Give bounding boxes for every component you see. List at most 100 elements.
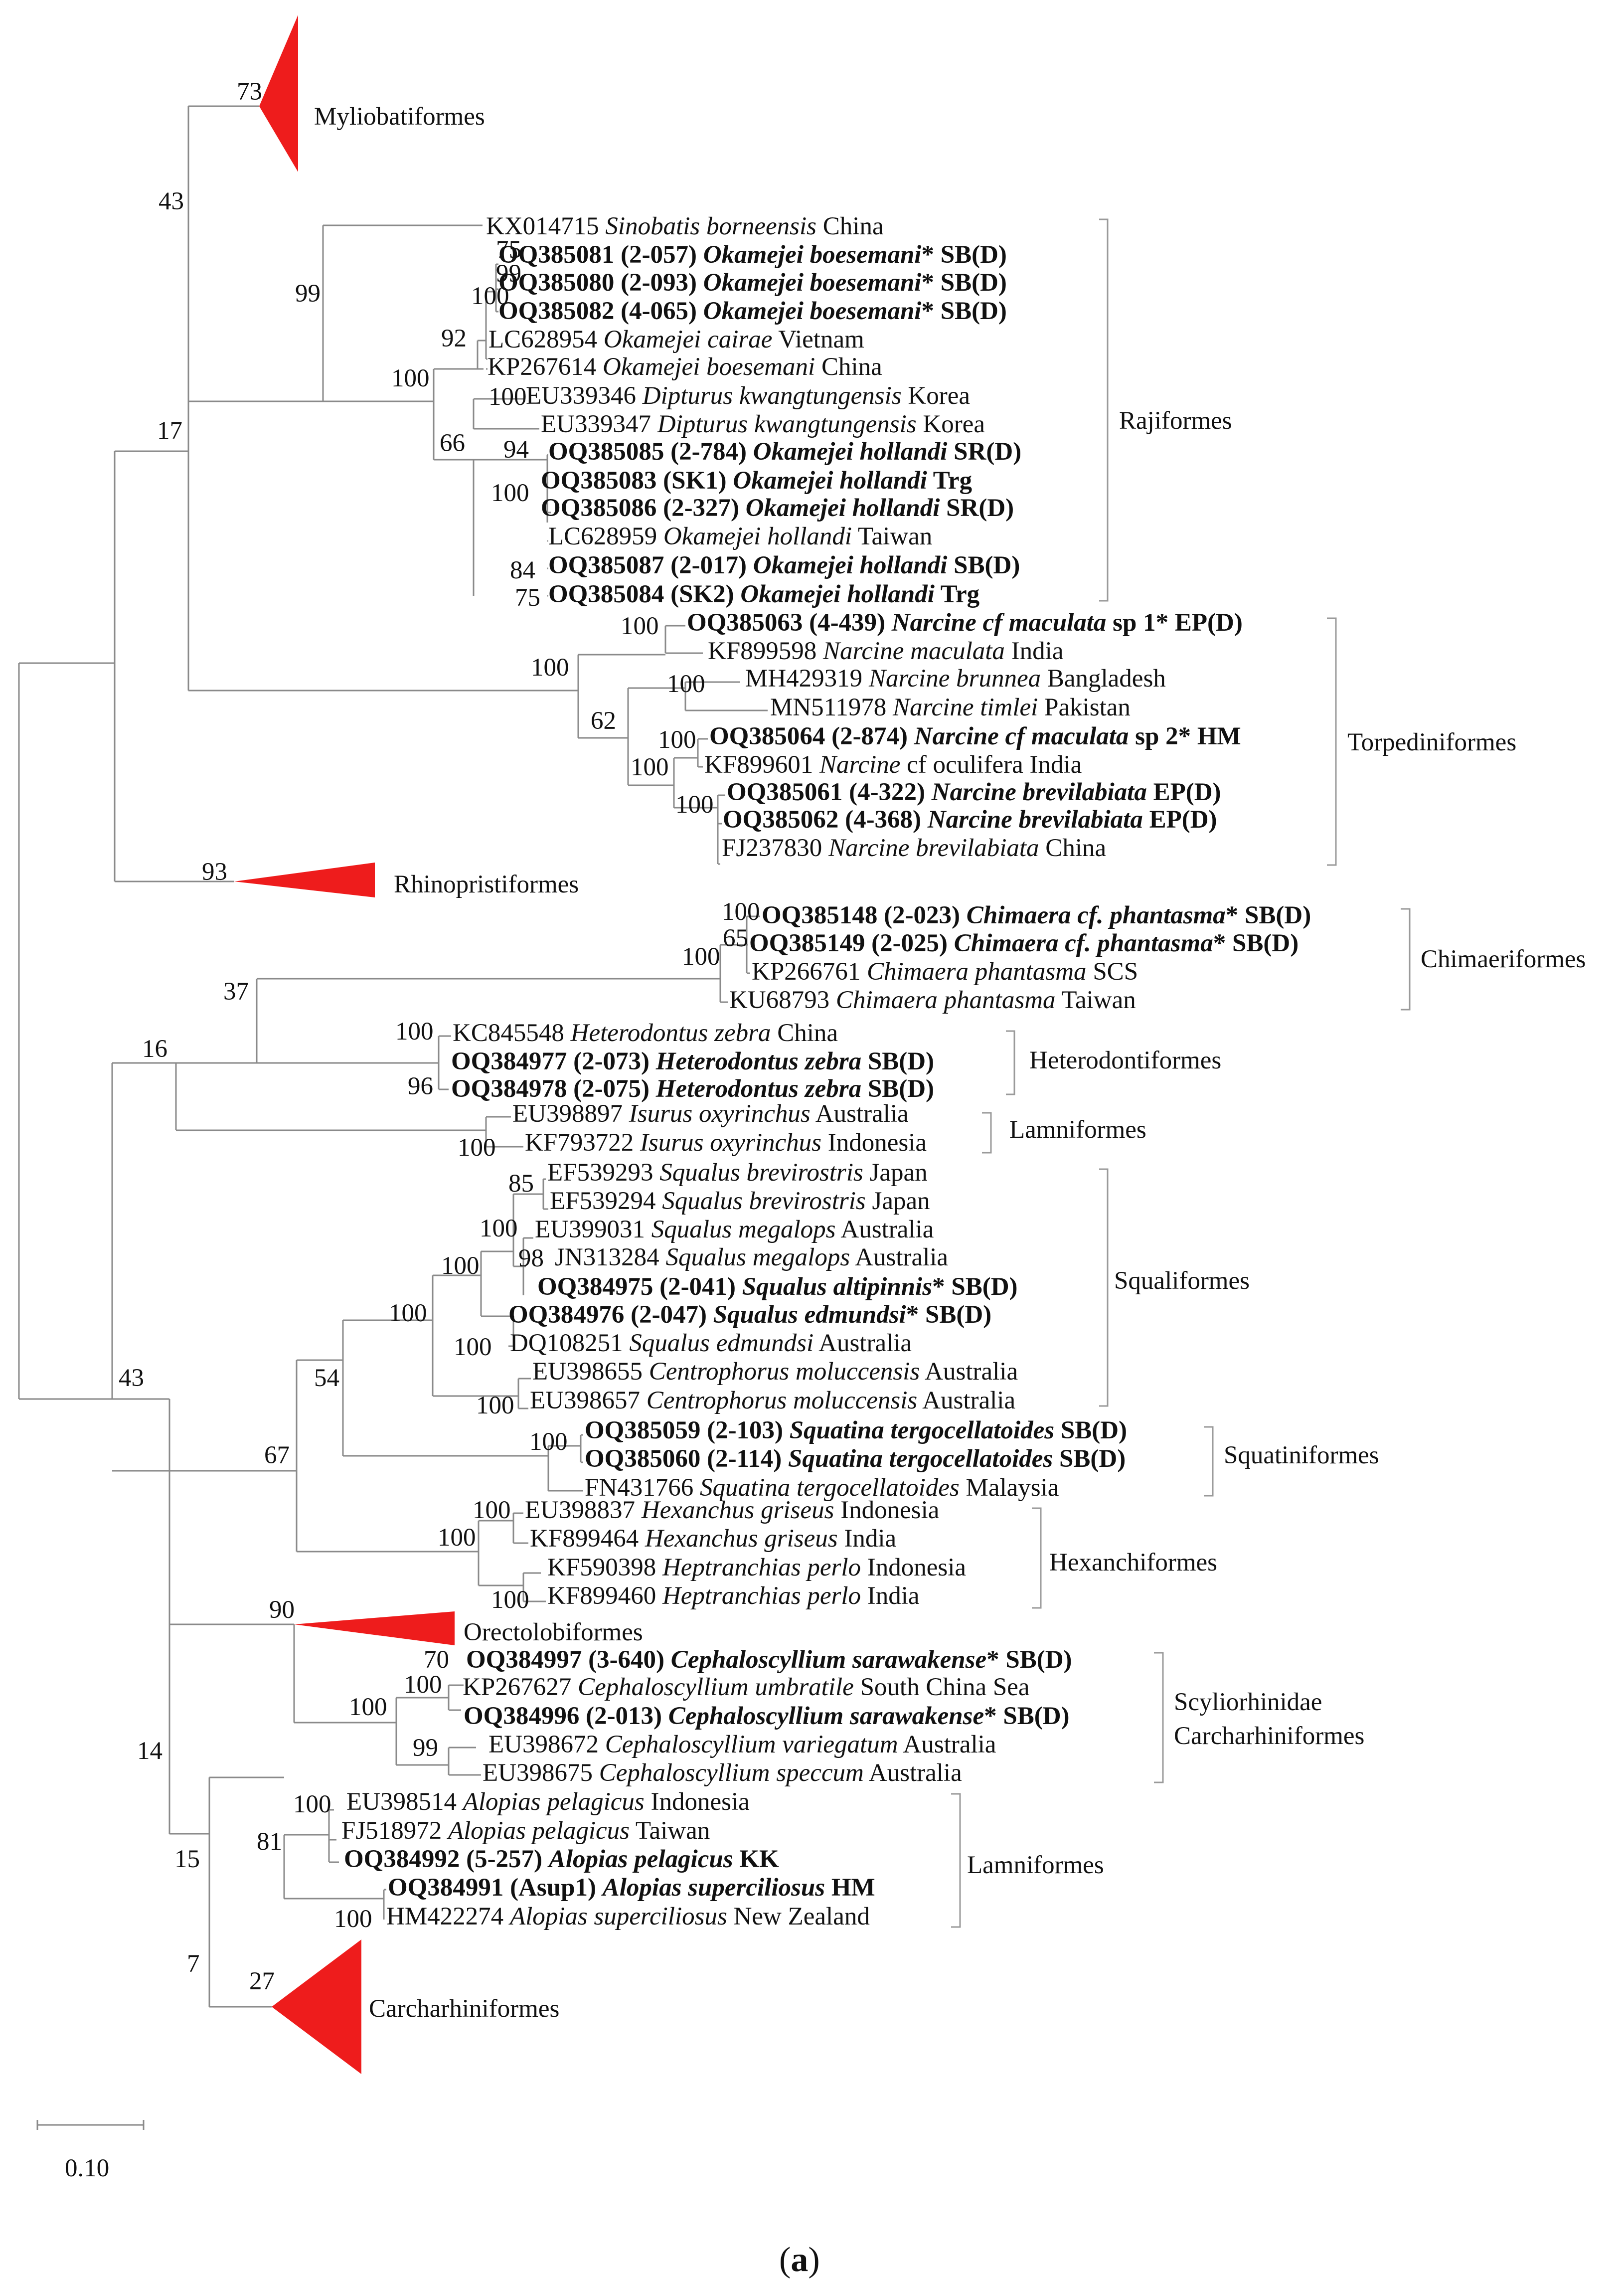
tip-accession: OQ385084 [548, 580, 670, 608]
branch-b67 [296, 1359, 479, 1553]
tip-location: SB(D) [934, 269, 1007, 297]
tip-specimen-code: (2-103) [707, 1416, 790, 1444]
bootstrap-value: 65 [723, 924, 748, 952]
bracket-squaliformes [1099, 1168, 1109, 1407]
tip-location: SB(D) [861, 1048, 934, 1075]
collapsed-clades [234, 15, 455, 2074]
tip-label: OQ384992 (5-257) Alopias pelagicus KK [344, 1845, 779, 1873]
branch-chimaera-b [746, 915, 760, 974]
tip-accession: LC628954 [488, 326, 604, 353]
tip-specimen-code: (2-017) [670, 551, 753, 579]
tip-label: OQ385148 (2-023) Chimaera cf. phantasma*… [762, 901, 1311, 929]
tip-accession: OQ385085 [548, 438, 670, 466]
tip-species: Okamejei boesemani [703, 241, 922, 269]
tip-location: SB(D) [934, 297, 1007, 325]
tip-species: Narcine brunnea [868, 665, 1041, 693]
bootstrap-value: 100 [667, 670, 705, 698]
tip-species: Squalus megalops [651, 1216, 836, 1243]
branch-narcine-f [717, 794, 725, 865]
tip-label: OQ385087 (2-017) Okamejei hollandi SB(D) [548, 551, 1020, 579]
bootstrap-value: 100 [658, 726, 696, 754]
tip-label: KC845548 Heterodontus zebra China [453, 1019, 838, 1047]
tip-species: Okamejei hollandi [663, 523, 852, 550]
bootstrap-value: 100 [441, 1252, 480, 1280]
tip-accession: KP266761 [752, 958, 867, 986]
tip-location: Vietnam [772, 326, 864, 353]
bracket-rajiformes [1099, 218, 1109, 602]
tip-accession: KF899460 [547, 1582, 662, 1610]
tip-species: Okamejei hollandi [746, 494, 940, 522]
branch-squatina [547, 1434, 583, 1492]
tip-location: Bangladesh [1041, 665, 1166, 693]
tip-label: OQ385083 (SK1) Okamejei hollandi Trg [541, 467, 972, 495]
tip-accession: EU339346 [526, 382, 643, 410]
branch-sharks [111, 1062, 176, 1472]
tip-species: Centrophorus moluccensis [649, 1358, 920, 1386]
tip-accession: OQ385082 [498, 297, 621, 325]
bootstrap-value: 100 [404, 1671, 442, 1699]
tip-location: Australia [811, 1100, 909, 1128]
bracket-torpediniformes [1327, 617, 1337, 866]
branch-squalus-f [506, 1315, 514, 1347]
branch-narcine-e [697, 738, 708, 768]
tip-label: EU339346 Dipturus kwangtungensis Korea [526, 382, 970, 410]
tip-accession: OQ385063 [687, 609, 809, 637]
bootstrap-value: 16 [142, 1035, 167, 1063]
tip-species: Squatina tergocellatoides [788, 1445, 1053, 1473]
tip-species: Isurus oxyrinchus [629, 1100, 811, 1128]
tip-accession: OQ384997 [466, 1646, 588, 1674]
tip-species: Cephaloscyllium variegatum [605, 1731, 898, 1758]
clade-label-lamniformes: Lamniformes [1009, 1116, 1146, 1144]
tip-location: India [838, 1525, 897, 1553]
tip-location: Korea [917, 410, 985, 438]
tip-label: EF539293 Squalus brevirostris Japan [547, 1159, 928, 1187]
tip-species: Hexanchus griseus [641, 1496, 834, 1524]
tip-accession: OQ384976 [508, 1301, 631, 1329]
tip-accession: OQ384996 [464, 1702, 586, 1730]
tip-specimen-code: (4-322) [849, 778, 932, 806]
tip-species: Narcine brevilabiata [931, 778, 1147, 806]
branch-squalus-e [522, 1237, 533, 1295]
tip-label: OQ385059 (2-103) Squatina tergocellatoid… [585, 1416, 1127, 1444]
tip-accession: KF793722 [525, 1129, 640, 1157]
tip-label: OQ385081 (2-057) Okamejei boesemani* SB(… [498, 241, 1007, 269]
tip-accession: EF539294 [550, 1187, 662, 1215]
tip-location: SB(D) [947, 551, 1020, 579]
tip-specimen-code: (2-013) [586, 1702, 668, 1730]
branch-batoids [114, 450, 234, 882]
tip-location: China [771, 1019, 838, 1047]
tip-accession: EU398675 [483, 1759, 599, 1787]
tip-location: sp 1* EP(D) [1106, 609, 1242, 637]
tip-species: Squalus brevirostris [659, 1159, 863, 1187]
tip-label: EF539294 Squalus brevirostris Japan [550, 1187, 930, 1215]
caption-open: ( [779, 2241, 791, 2279]
tip-accession: JN313284 [555, 1243, 665, 1271]
tip-species: Okamejei cairae [604, 326, 772, 353]
branch-narcine-d [673, 757, 718, 809]
bootstrap-value: 99 [496, 260, 521, 288]
tip-specimen-code: (2-047) [631, 1301, 713, 1329]
tip-location: SB(D) [934, 241, 1007, 269]
tip-species: Heptranchias perlo [662, 1582, 861, 1610]
branch-centrophorus [517, 1378, 531, 1409]
tip-accession: KF899464 [530, 1525, 645, 1553]
tip-species: Isurus oxyrinchus [640, 1129, 821, 1157]
bootstrap-value: 43 [159, 187, 184, 215]
branch-okamejei-a [433, 368, 478, 461]
tip-species: Sinobatis borneensis [605, 212, 816, 240]
tip-label: KF899601 Narcine cf oculifera India [704, 751, 1082, 779]
bootstrap-value: 100 [349, 1693, 387, 1721]
tip-accession: OQ384975 [537, 1273, 659, 1301]
branch-dipturus [473, 398, 539, 430]
tip-label: EU398655 Centrophorus moluccensis Austra… [532, 1358, 1018, 1386]
tip-label: LC628959 Okamejei hollandi Taiwan [548, 523, 932, 550]
tip-location: SB(D) [999, 1646, 1072, 1674]
tip-accession: KF590398 [547, 1554, 662, 1581]
bootstrap-value: 43 [119, 1364, 144, 1392]
tip-specimen-code: (2-041) [659, 1273, 742, 1301]
tip-accession: OQ385149 [749, 929, 871, 957]
tip-accession: OQ384977 [451, 1048, 573, 1075]
tip-species: Heptranchias perlo [662, 1554, 861, 1581]
tip-species: Okamejei boesemani [603, 353, 815, 381]
tip-label: OQ384991 (Asup1) Alopias superciliosus H… [388, 1874, 875, 1902]
